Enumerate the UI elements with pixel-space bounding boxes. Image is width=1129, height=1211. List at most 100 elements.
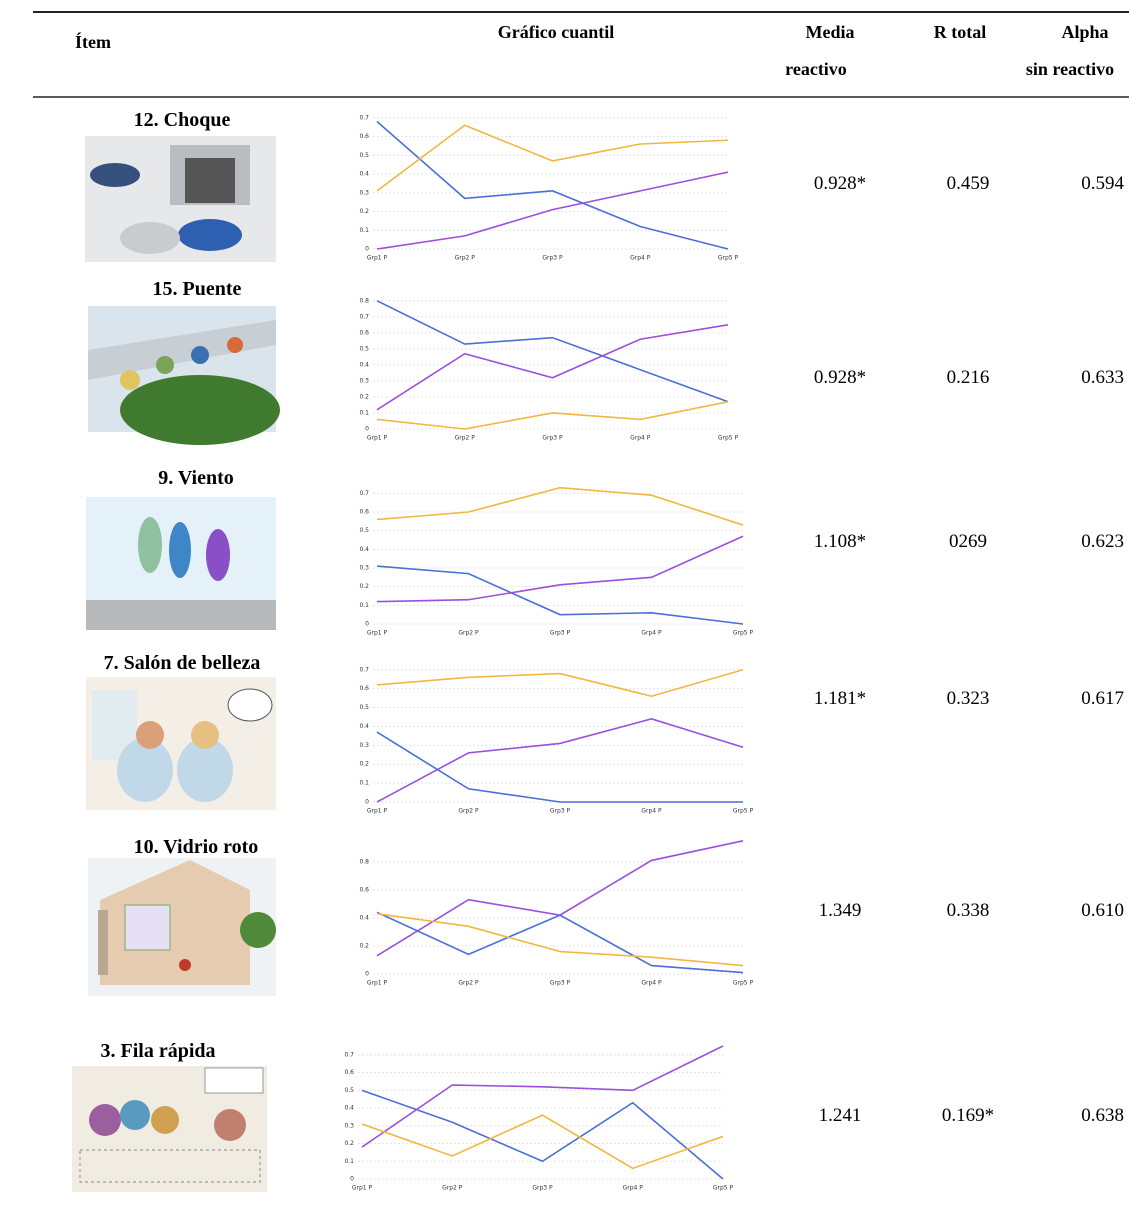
y-tick-label: 0.2 bbox=[359, 761, 369, 768]
cell-alpha: 0.617 bbox=[1081, 688, 1124, 709]
illustration bbox=[85, 136, 276, 262]
y-tick-label: 0.2 bbox=[359, 583, 369, 590]
y-tick-label: 0.3 bbox=[359, 565, 369, 572]
x-tick-label: Grp1 P bbox=[367, 435, 388, 442]
series-line bbox=[376, 911, 744, 974]
cell-r-total: 0.169* bbox=[942, 1105, 994, 1126]
cell-media: 1.181* bbox=[814, 688, 866, 709]
header-media: reactivo bbox=[785, 59, 847, 79]
y-tick-label: 0.1 bbox=[344, 1158, 354, 1165]
y-tick-label: 0.7 bbox=[359, 490, 369, 497]
y-tick-label: 0.4 bbox=[359, 723, 369, 730]
cell-media: 0.928* bbox=[814, 367, 866, 388]
y-tick-label: 0.6 bbox=[344, 1069, 354, 1076]
series-line bbox=[376, 565, 744, 625]
header-alpha: Alpha bbox=[1061, 22, 1108, 42]
x-tick-label: Grp1 P bbox=[367, 630, 388, 637]
x-tick-label: Grp3 P bbox=[542, 435, 563, 442]
item-label: 10. Vidrio roto bbox=[134, 836, 259, 858]
item-label: 9. Viento bbox=[158, 467, 234, 489]
x-tick-label: Grp4 P bbox=[630, 435, 651, 442]
x-tick-label: Grp2 P bbox=[458, 980, 479, 987]
x-tick-label: Grp3 P bbox=[542, 255, 563, 262]
x-tick-label: Grp5 P bbox=[733, 808, 754, 815]
series-line bbox=[376, 400, 729, 430]
x-tick-label: Grp4 P bbox=[630, 255, 651, 262]
cell-media: 1.241 bbox=[819, 1105, 862, 1126]
chart-background bbox=[355, 290, 740, 445]
x-tick-label: Grp4 P bbox=[641, 980, 662, 987]
y-tick-label: 0.5 bbox=[359, 152, 369, 159]
x-tick-label: Grp5 P bbox=[733, 980, 754, 987]
header-r-total: R total bbox=[934, 22, 987, 42]
cell-r-total: 0.338 bbox=[947, 900, 990, 921]
header-alpha: sin reactivo bbox=[1026, 59, 1114, 79]
illustration bbox=[86, 677, 276, 810]
item-label: 3. Fila rápida bbox=[100, 1040, 215, 1062]
series-line bbox=[361, 1045, 724, 1148]
item-label: 7. Salón de belleza bbox=[104, 652, 261, 674]
x-tick-label: Grp5 P bbox=[733, 630, 754, 637]
cell-media: 0.928* bbox=[814, 173, 866, 194]
y-tick-label: 0.6 bbox=[359, 133, 369, 140]
y-tick-label: 0.3 bbox=[359, 742, 369, 749]
x-tick-label: Grp4 P bbox=[623, 1185, 644, 1192]
y-tick-label: 0.6 bbox=[359, 509, 369, 516]
y-tick-label: 0.4 bbox=[359, 546, 369, 553]
x-tick-label: Grp5 P bbox=[713, 1185, 734, 1192]
y-tick-label: 0.3 bbox=[359, 377, 369, 384]
y-tick-label: 0.2 bbox=[359, 942, 369, 949]
y-tick-label: 0.8 bbox=[359, 858, 369, 865]
cell-r-total: 0269 bbox=[949, 531, 987, 552]
chart-background bbox=[355, 832, 755, 990]
x-tick-label: Grp3 P bbox=[532, 1185, 553, 1192]
x-tick-label: Grp4 P bbox=[641, 630, 662, 637]
y-tick-label: 0.3 bbox=[359, 189, 369, 196]
chart-background bbox=[355, 108, 740, 265]
y-tick-label: 0.5 bbox=[344, 1087, 354, 1094]
cell-alpha: 0.623 bbox=[1081, 531, 1124, 552]
y-tick-label: 0.7 bbox=[359, 114, 369, 121]
x-tick-label: Grp3 P bbox=[550, 980, 571, 987]
y-tick-label: 0.3 bbox=[344, 1122, 354, 1129]
y-tick-label: 0.4 bbox=[359, 171, 369, 178]
y-tick-label: 0.5 bbox=[359, 345, 369, 352]
item-label: 12. Choque bbox=[134, 109, 231, 131]
y-tick-label: 0.7 bbox=[359, 313, 369, 320]
y-tick-label: 0.5 bbox=[359, 704, 369, 711]
series-line bbox=[376, 912, 744, 967]
y-tick-label: 0.7 bbox=[344, 1051, 354, 1058]
x-tick-label: Grp5 P bbox=[718, 435, 739, 442]
header-media: Media bbox=[806, 22, 855, 42]
series-line bbox=[376, 324, 729, 411]
x-tick-label: Grp4 P bbox=[641, 808, 662, 815]
cell-alpha: 0.633 bbox=[1081, 367, 1124, 388]
y-tick-label: 0.4 bbox=[344, 1105, 354, 1112]
y-tick-label: 0 bbox=[365, 621, 369, 628]
cell-r-total: 0.216 bbox=[947, 367, 990, 388]
series-line bbox=[376, 535, 744, 603]
y-tick-label: 0.7 bbox=[359, 666, 369, 673]
x-tick-label: Grp1 P bbox=[352, 1185, 373, 1192]
x-tick-label: Grp2 P bbox=[442, 1185, 463, 1192]
cell-alpha: 0.638 bbox=[1081, 1105, 1124, 1126]
y-tick-label: 0.2 bbox=[359, 208, 369, 215]
cell-alpha: 0.610 bbox=[1081, 900, 1124, 921]
illustration bbox=[88, 858, 276, 996]
y-tick-label: 0 bbox=[365, 426, 369, 433]
x-tick-label: Grp5 P bbox=[718, 255, 739, 262]
y-tick-label: 0.6 bbox=[359, 886, 369, 893]
series-line bbox=[376, 171, 729, 250]
x-tick-label: Grp2 P bbox=[455, 435, 476, 442]
cell-r-total: 0.459 bbox=[947, 173, 990, 194]
y-tick-label: 0.2 bbox=[344, 1140, 354, 1147]
chart-background bbox=[355, 478, 755, 640]
x-tick-label: Grp1 P bbox=[367, 255, 388, 262]
y-tick-label: 0.4 bbox=[359, 914, 369, 921]
illustration bbox=[88, 306, 280, 445]
y-tick-label: 0 bbox=[350, 1176, 354, 1183]
y-tick-label: 0.1 bbox=[359, 227, 369, 234]
series-line bbox=[361, 1114, 724, 1170]
series-line bbox=[361, 1089, 724, 1180]
